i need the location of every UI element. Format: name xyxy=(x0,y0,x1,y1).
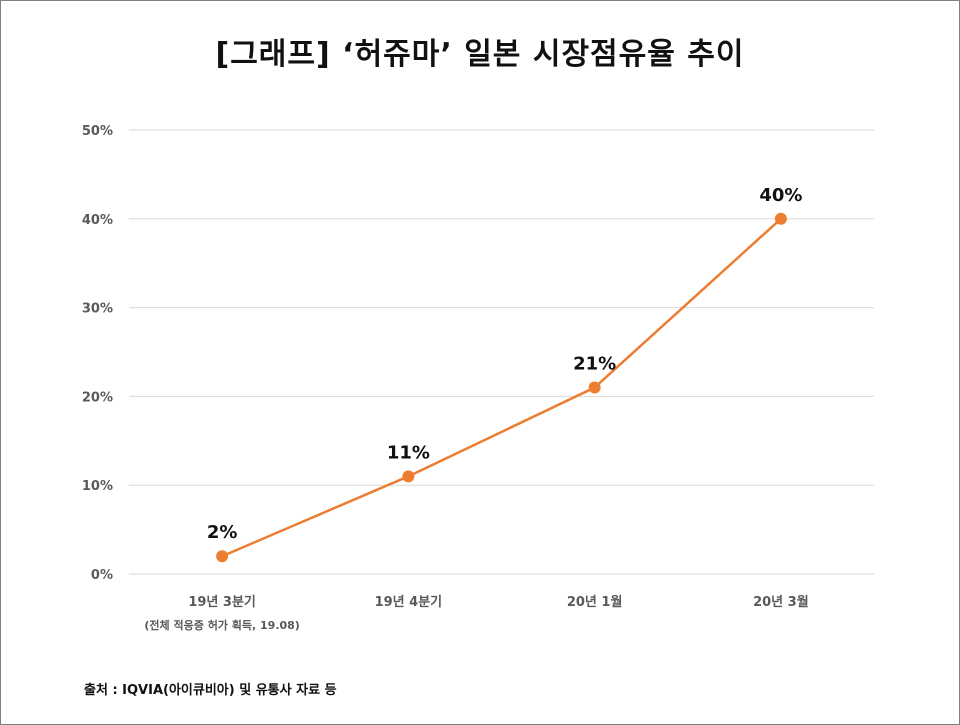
x-tick-label: 19년 4분기 xyxy=(375,595,443,610)
data-point xyxy=(774,212,787,225)
data-point xyxy=(216,550,229,563)
y-tick-label: 30% xyxy=(82,302,113,317)
data-label: 11% xyxy=(387,442,430,463)
y-tick-label: 40% xyxy=(82,213,113,228)
data-point xyxy=(402,470,415,483)
x-tick-label: 20년 1월 xyxy=(567,594,623,610)
chart-title: [그래프] ‘허쥬마’ 일본 시장점유율 추이 xyxy=(215,37,745,72)
x-tick-label: 19년 3분기 xyxy=(188,595,256,610)
y-tick-label: 50% xyxy=(82,124,113,139)
data-label: 2% xyxy=(207,522,238,543)
y-tick-label: 10% xyxy=(82,479,113,494)
x-tick-label: 20년 3월 xyxy=(753,594,809,610)
data-label: 21% xyxy=(573,354,616,375)
series-line xyxy=(221,217,782,558)
y-tick-label: 20% xyxy=(82,390,113,405)
y-tick-label: 0% xyxy=(91,568,113,583)
data-point xyxy=(588,381,601,394)
x-tick-note: (전체 적응증 허가 획득, 19.08) xyxy=(144,618,299,632)
data-label: 40% xyxy=(759,185,802,206)
source-note: 출처 : IQVIA(아이큐비아) 및 유통사 자료 등 xyxy=(84,683,337,698)
